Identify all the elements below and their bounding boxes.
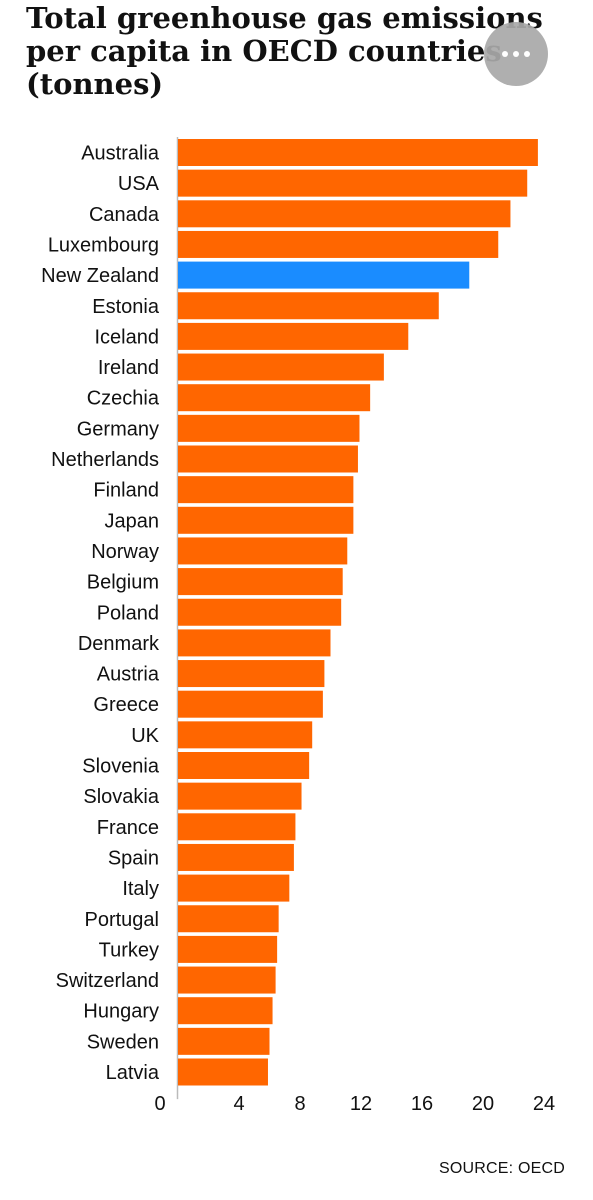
category-label: Germany: [77, 418, 159, 440]
category-label: Switzerland: [56, 970, 159, 992]
bar-switzerland: [178, 966, 276, 994]
bar-netherlands: [178, 445, 358, 473]
bar-poland: [178, 598, 342, 626]
category-label: UK: [131, 725, 159, 747]
bar-turkey: [178, 935, 278, 963]
bar-finland: [178, 476, 354, 504]
category-label: Luxembourg: [48, 234, 159, 256]
bar-slovakia: [178, 782, 302, 810]
category-label: Austria: [97, 664, 160, 686]
bar-uk: [178, 721, 313, 749]
category-label: Sweden: [87, 1031, 159, 1053]
category-label: Latvia: [106, 1062, 160, 1084]
bar-spain: [178, 843, 294, 871]
category-label: Netherlands: [51, 449, 159, 471]
x-tick-label: 20: [472, 1093, 494, 1115]
category-label: USA: [118, 173, 160, 195]
category-label: Portugal: [85, 909, 160, 931]
category-label: Belgium: [87, 572, 159, 594]
bar-canada: [178, 200, 511, 228]
bar-ireland: [178, 353, 384, 381]
category-label: Slovakia: [83, 786, 159, 808]
category-label: Spain: [108, 847, 159, 869]
bar-france: [178, 813, 296, 841]
x-tick-label: 24: [533, 1093, 555, 1115]
bar-japan: [178, 506, 354, 534]
category-label: Estonia: [92, 296, 160, 318]
category-label: Italy: [122, 878, 159, 900]
category-label: Australia: [81, 143, 160, 165]
bar-germany: [178, 414, 360, 442]
bar-iceland: [178, 322, 409, 350]
category-label: Czechia: [87, 388, 160, 410]
x-tick-label: 16: [411, 1093, 433, 1115]
category-label: Japan: [105, 510, 160, 532]
bar-luxembourg: [178, 230, 499, 258]
bar-slovenia: [178, 752, 310, 779]
x-tick-label: 8: [294, 1093, 305, 1115]
category-label: Ireland: [98, 357, 159, 379]
bar-czechia: [178, 384, 371, 412]
bar-greece: [178, 690, 323, 718]
bar-hungary: [178, 997, 273, 1025]
category-label: Norway: [91, 541, 159, 563]
bar-denmark: [178, 629, 331, 657]
more-horizontal-icon: [502, 51, 508, 57]
chart-title-line-1: Total greenhouse gas emissions: [26, 1, 543, 35]
category-label: Finland: [93, 480, 159, 502]
bar-sweden: [178, 1027, 270, 1055]
more-options-button[interactable]: [484, 22, 548, 86]
chart-title: Total greenhouse gas emissions per capit…: [26, 2, 566, 101]
category-label: New Zealand: [41, 265, 159, 287]
category-label: Hungary: [83, 1001, 159, 1023]
category-label: France: [97, 817, 159, 839]
chart-title-line-2: per capita in OECD countries: [26, 34, 502, 68]
more-horizontal-icon-dot: [524, 51, 530, 57]
bar-estonia: [178, 292, 439, 320]
category-label: Slovenia: [82, 756, 160, 778]
source-note: SOURCE: OECD: [439, 1160, 565, 1177]
x-tick-label: 12: [350, 1093, 372, 1115]
bar-new-zealand: [178, 261, 470, 289]
bar-norway: [178, 537, 348, 565]
category-label: Iceland: [95, 326, 160, 348]
bar-austria: [178, 660, 325, 688]
category-label: Canada: [89, 204, 160, 226]
bar-belgium: [178, 568, 343, 596]
category-label: Poland: [97, 602, 159, 624]
bar-usa: [178, 169, 528, 197]
category-label: Turkey: [99, 939, 159, 961]
x-tick-label: 4: [233, 1093, 244, 1115]
bar-portugal: [178, 905, 279, 933]
more-horizontal-icon-dot: [513, 51, 519, 57]
x-tick-label: 0: [154, 1093, 165, 1115]
bar-australia: [178, 139, 538, 166]
category-label: Greece: [93, 694, 159, 716]
bar-latvia: [178, 1058, 268, 1086]
bar-italy: [178, 874, 290, 902]
category-label: Denmark: [78, 633, 160, 655]
chart-title-line-3: (tonnes): [26, 67, 164, 101]
